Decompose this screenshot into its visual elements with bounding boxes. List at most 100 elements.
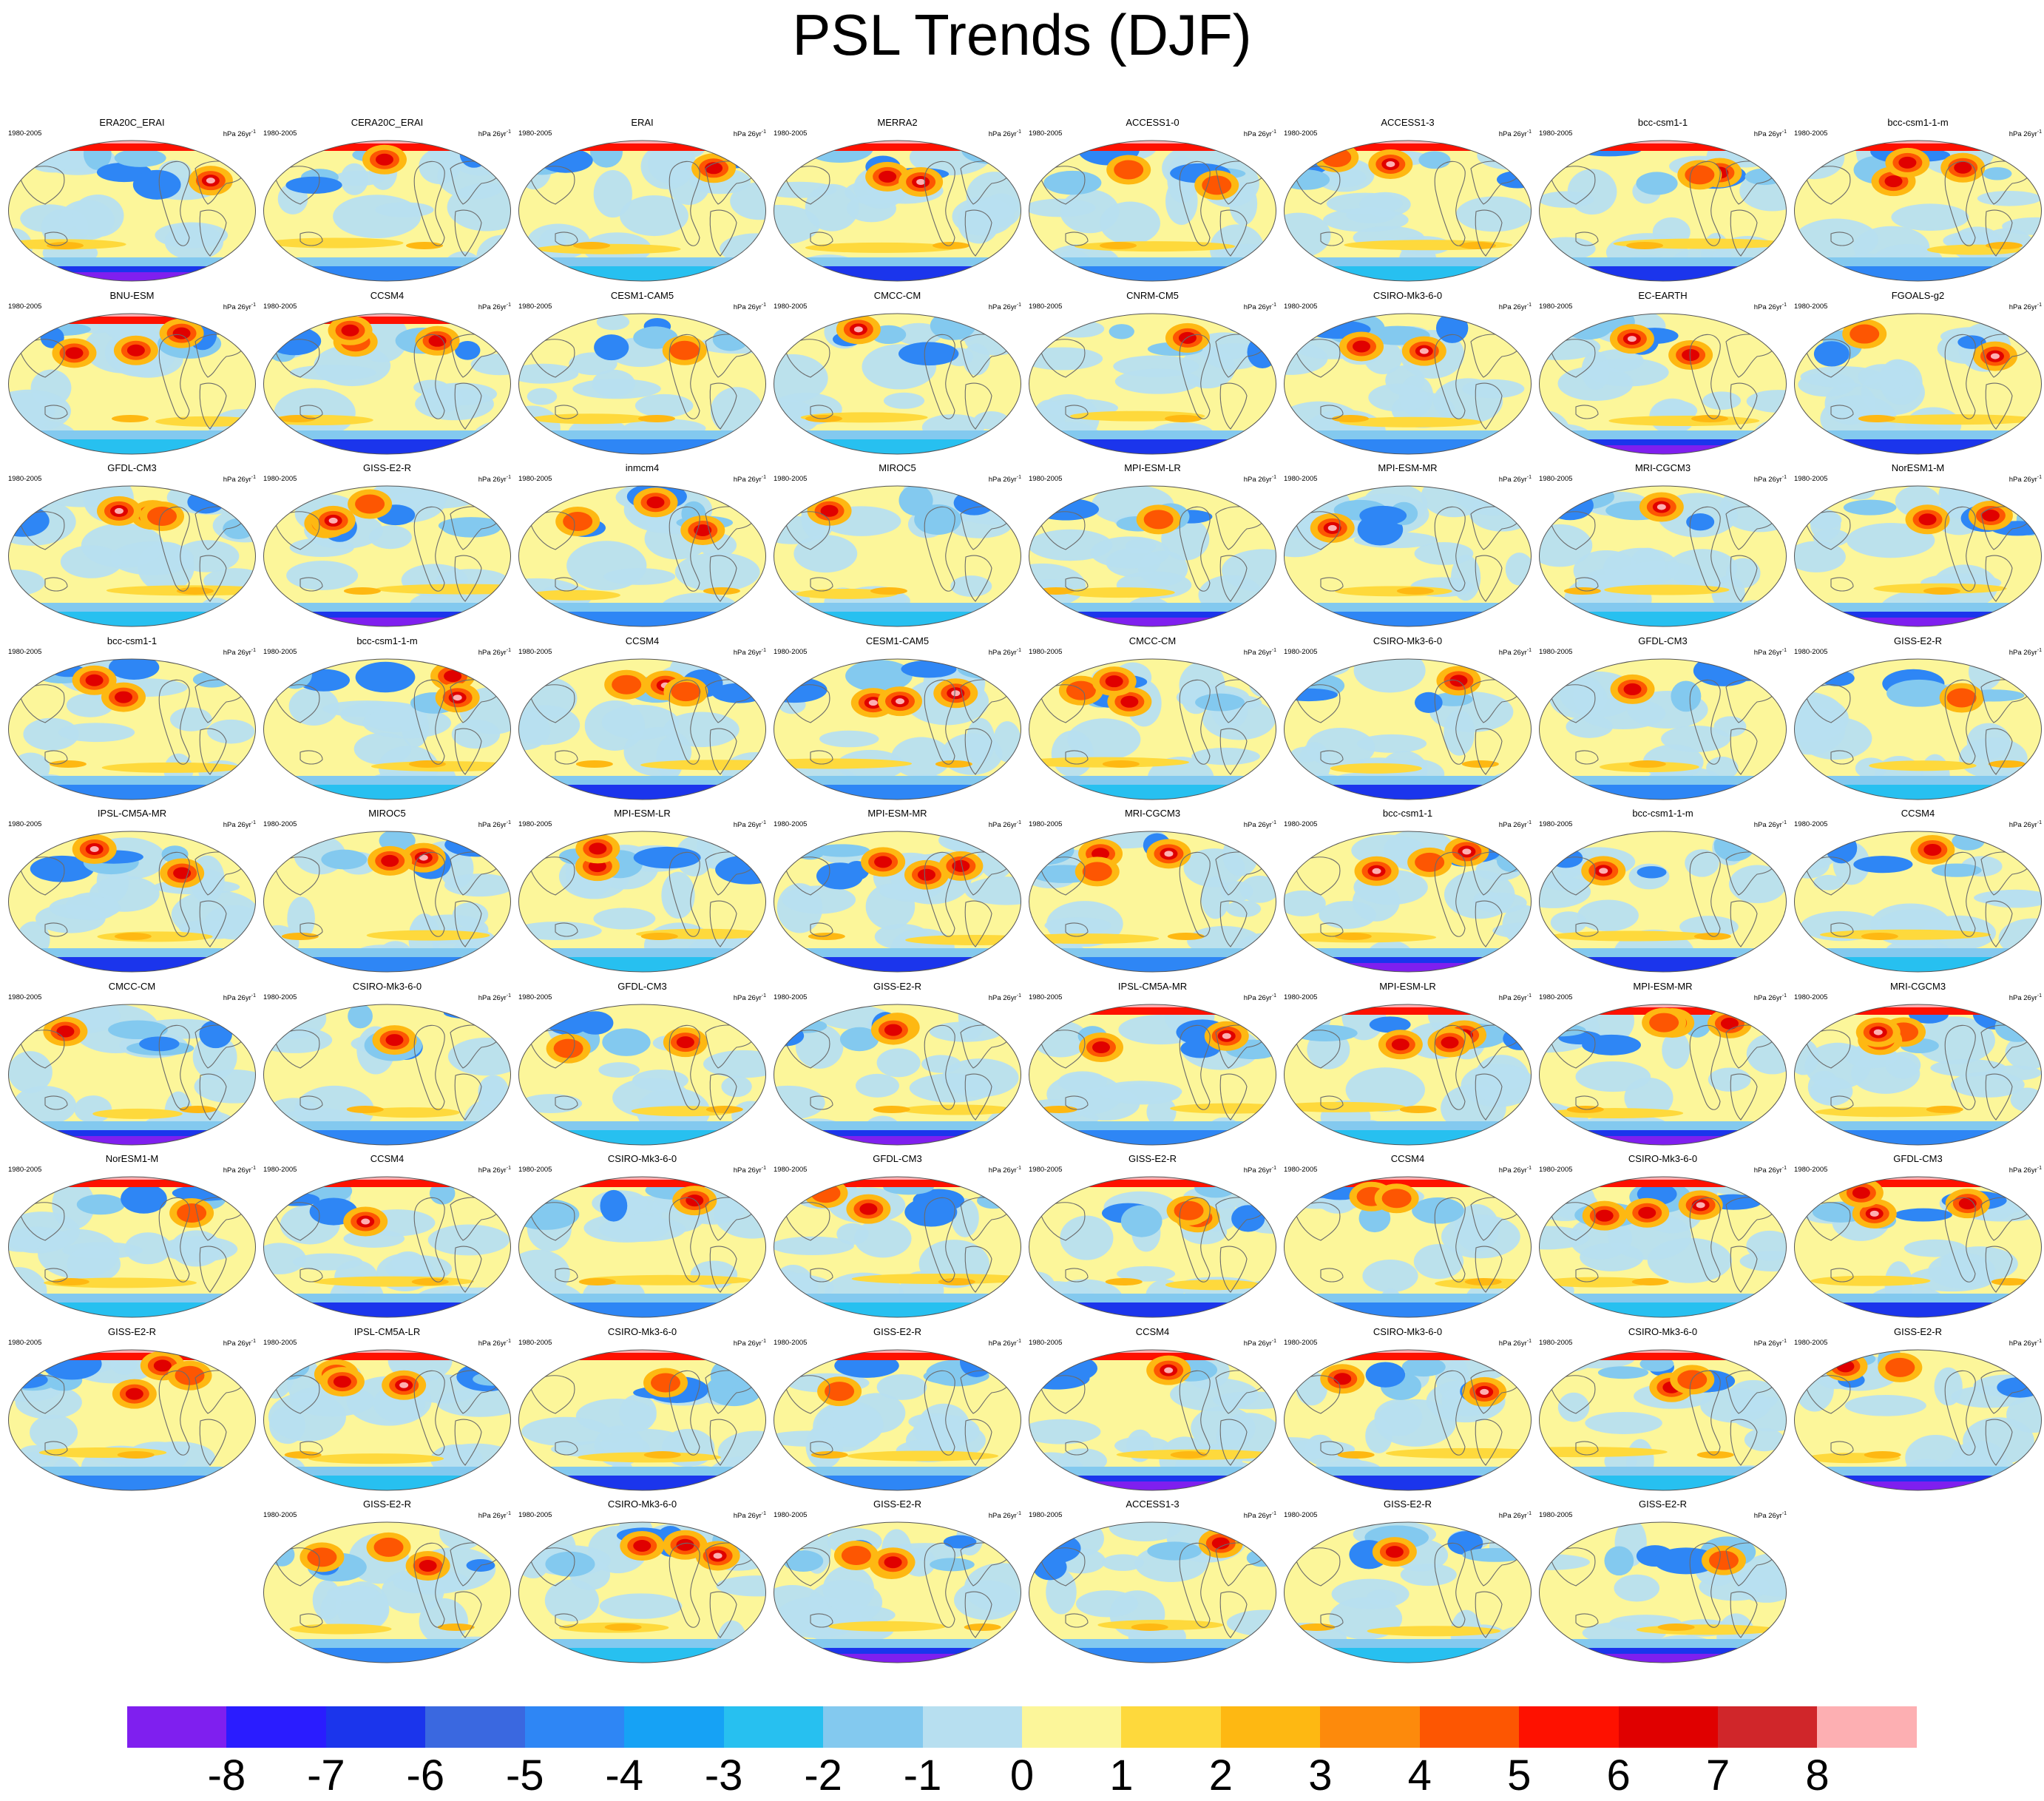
panel-title: MPI-ESM-LR <box>1124 462 1181 473</box>
map-panel: MRI-CGCM3 1980-2005 hPa 26yr-1 <box>1790 981 2044 1148</box>
map-panel: GFDL-CM3 1980-2005 hPa 26yr-1 <box>770 1153 1025 1320</box>
map-panel: CMCC-CM 1980-2005 hPa 26yr-1 <box>4 981 260 1148</box>
panel-title: ACCESS1-0 <box>1126 117 1180 128</box>
panel-title: CSIRO-Mk3-6-0 <box>1373 289 1443 301</box>
panel-units: hPa 26yr-1 <box>1498 820 1532 830</box>
panel-units: hPa 26yr-1 <box>1498 129 1532 139</box>
panel-title: CCSM4 <box>370 1153 405 1164</box>
psl-trend-map <box>1029 140 1276 282</box>
colorbar-swatch <box>524 1706 625 1748</box>
panel-title: CMCC-CM <box>873 289 921 301</box>
panel-period: 1980-2005 <box>263 1166 297 1174</box>
panel-title: CSIRO-Mk3-6-0 <box>607 1153 677 1164</box>
psl-trend-map <box>518 313 766 454</box>
panel-units: hPa 26yr-1 <box>1243 1511 1276 1521</box>
panel-units: hPa 26yr-1 <box>223 129 256 139</box>
map-panel: GFDL-CM3 1980-2005 hPa 26yr-1 <box>515 981 770 1148</box>
panel-units: hPa 26yr-1 <box>1753 820 1787 830</box>
psl-trend-map <box>8 831 256 973</box>
panel-units: hPa 26yr-1 <box>478 1166 511 1175</box>
psl-trend-map <box>518 1349 766 1490</box>
panel-title: CSIRO-Mk3-6-0 <box>607 1325 677 1337</box>
panel-period: 1980-2005 <box>774 993 808 1001</box>
psl-trend-map <box>1029 658 1276 800</box>
panel-units: hPa 26yr-1 <box>478 820 511 830</box>
psl-trend-map <box>1029 831 1276 973</box>
panel-units: hPa 26yr-1 <box>988 1166 1021 1175</box>
psl-trend-map <box>1539 1521 1787 1663</box>
panel-title: FGOALS-g2 <box>1891 289 1945 301</box>
panel-period: 1980-2005 <box>1029 1338 1063 1347</box>
panel-period: 1980-2005 <box>1539 302 1573 311</box>
panel-units: hPa 26yr-1 <box>1753 302 1787 311</box>
panel-units: hPa 26yr-1 <box>223 302 256 311</box>
map-panel: IPSL-CM5A-MR 1980-2005 hPa 26yr-1 <box>1025 981 1280 1148</box>
panel-period: 1980-2005 <box>1029 1166 1063 1174</box>
panel-period: 1980-2005 <box>1284 129 1318 138</box>
psl-trend-map <box>1284 658 1532 800</box>
colorbar-swatch <box>1021 1706 1122 1748</box>
psl-trend-map <box>263 1004 511 1145</box>
panel-units: hPa 26yr-1 <box>1753 1338 1787 1348</box>
psl-trend-map <box>263 313 511 454</box>
map-panel: FGOALS-g2 1980-2005 hPa 26yr-1 <box>1790 290 2044 457</box>
panel-period: 1980-2005 <box>1284 1166 1318 1174</box>
panel-period: 1980-2005 <box>1029 993 1063 1001</box>
panel-units: hPa 26yr-1 <box>1753 1511 1787 1521</box>
psl-trend-map <box>1029 1521 1276 1663</box>
colorbar-tick-label: -4 <box>605 1751 643 1800</box>
colorbar-swatch <box>1618 1706 1718 1748</box>
psl-trend-map <box>1794 140 2042 282</box>
panel-title: CSIRO-Mk3-6-0 <box>1628 1325 1698 1337</box>
colorbar-swatch <box>1718 1706 1818 1748</box>
panel-units: hPa 26yr-1 <box>733 1338 766 1348</box>
panel-title: MRI-CGCM3 <box>1124 808 1181 819</box>
panel-units: hPa 26yr-1 <box>733 129 766 139</box>
panel-period: 1980-2005 <box>1539 1511 1573 1519</box>
panel-period: 1980-2005 <box>8 1338 42 1347</box>
map-panel: CMCC-CM 1980-2005 hPa 26yr-1 <box>770 290 1025 457</box>
panel-units: hPa 26yr-1 <box>1753 1166 1787 1175</box>
panel-title: inmcm4 <box>625 462 660 473</box>
map-panel: GISS-E2-R 1980-2005 hPa 26yr-1 <box>1025 1153 1280 1320</box>
panel-title: GFDL-CM3 <box>107 462 157 473</box>
psl-trend-map <box>1794 1176 2042 1318</box>
panel-units: hPa 26yr-1 <box>478 302 511 311</box>
colorbar-tick-label: 0 <box>1009 1751 1035 1800</box>
panel-units: hPa 26yr-1 <box>733 1166 766 1175</box>
panel-title: CESM1-CAM5 <box>865 635 930 646</box>
panel-units: hPa 26yr-1 <box>1243 302 1276 311</box>
panel-title: MPI-ESM-MR <box>867 808 927 819</box>
psl-trend-map <box>774 831 1021 973</box>
panel-title: IPSL-CM5A-LR <box>353 1325 421 1337</box>
colorbar-swatch <box>823 1706 923 1748</box>
psl-trend-map <box>518 1521 766 1663</box>
map-panel: IPSL-CM5A-LR 1980-2005 hPa 26yr-1 <box>260 1326 515 1493</box>
panel-period: 1980-2005 <box>8 129 42 138</box>
map-panel: GISS-E2-R 1980-2005 hPa 26yr-1 <box>1280 1498 1535 1666</box>
panel-title: bcc-csm1-1 <box>1382 808 1433 819</box>
panel-period: 1980-2005 <box>518 993 552 1001</box>
psl-trend-map <box>518 658 766 800</box>
map-panel: CCSM4 1980-2005 hPa 26yr-1 <box>1025 1326 1280 1493</box>
panel-title: ACCESS1-3 <box>1381 117 1435 128</box>
panel-units: hPa 26yr-1 <box>1243 1338 1276 1348</box>
psl-trend-map <box>263 831 511 973</box>
panel-period: 1980-2005 <box>1029 302 1063 311</box>
panel-period: 1980-2005 <box>518 820 552 828</box>
colorbar-swatch <box>922 1706 1022 1748</box>
panel-units: hPa 26yr-1 <box>733 647 766 657</box>
panel-period: 1980-2005 <box>8 820 42 828</box>
panel-period: 1980-2005 <box>774 1338 808 1347</box>
panel-units: hPa 26yr-1 <box>223 993 256 1002</box>
panel-units: hPa 26yr-1 <box>478 993 511 1002</box>
panel-period: 1980-2005 <box>518 1338 552 1347</box>
panel-title: MRI-CGCM3 <box>1634 462 1691 473</box>
map-panel: GISS-E2-R 1980-2005 hPa 26yr-1 <box>260 462 515 629</box>
colorbar-tick-label: -3 <box>704 1751 743 1800</box>
psl-trend-map <box>8 658 256 800</box>
panel-units: hPa 26yr-1 <box>478 475 511 484</box>
panel-units: hPa 26yr-1 <box>1753 993 1787 1002</box>
psl-trend-map <box>1539 485 1787 627</box>
panel-units: hPa 26yr-1 <box>733 475 766 484</box>
